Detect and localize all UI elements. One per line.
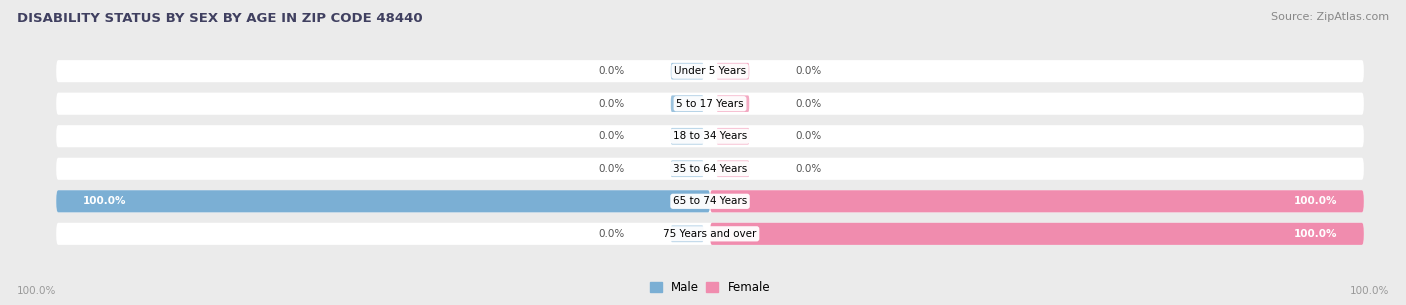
Text: 65 to 74 Years: 65 to 74 Years: [673, 196, 747, 206]
FancyBboxPatch shape: [717, 63, 749, 80]
Text: DISABILITY STATUS BY SEX BY AGE IN ZIP CODE 48440: DISABILITY STATUS BY SEX BY AGE IN ZIP C…: [17, 12, 422, 25]
FancyBboxPatch shape: [56, 190, 1364, 212]
Text: 0.0%: 0.0%: [599, 99, 626, 109]
FancyBboxPatch shape: [710, 190, 1364, 212]
Legend: Male, Female: Male, Female: [645, 276, 775, 299]
Text: 0.0%: 0.0%: [794, 66, 821, 76]
Text: 100.0%: 100.0%: [1294, 229, 1337, 239]
Text: 0.0%: 0.0%: [794, 131, 821, 141]
FancyBboxPatch shape: [56, 158, 1364, 180]
Text: Under 5 Years: Under 5 Years: [673, 66, 747, 76]
FancyBboxPatch shape: [671, 225, 703, 242]
FancyBboxPatch shape: [671, 193, 703, 210]
Text: 0.0%: 0.0%: [599, 131, 626, 141]
Text: 0.0%: 0.0%: [599, 66, 626, 76]
Text: 0.0%: 0.0%: [794, 164, 821, 174]
Text: 35 to 64 Years: 35 to 64 Years: [673, 164, 747, 174]
FancyBboxPatch shape: [56, 93, 1364, 115]
Text: 100.0%: 100.0%: [1350, 286, 1389, 296]
FancyBboxPatch shape: [56, 125, 1364, 147]
Text: 100.0%: 100.0%: [83, 196, 127, 206]
FancyBboxPatch shape: [717, 95, 749, 112]
FancyBboxPatch shape: [710, 223, 1364, 245]
Text: 18 to 34 Years: 18 to 34 Years: [673, 131, 747, 141]
Text: 5 to 17 Years: 5 to 17 Years: [676, 99, 744, 109]
Text: 100.0%: 100.0%: [1294, 196, 1337, 206]
FancyBboxPatch shape: [56, 190, 710, 212]
Text: 100.0%: 100.0%: [17, 286, 56, 296]
Text: Source: ZipAtlas.com: Source: ZipAtlas.com: [1271, 12, 1389, 22]
FancyBboxPatch shape: [671, 95, 703, 112]
FancyBboxPatch shape: [717, 225, 749, 242]
FancyBboxPatch shape: [56, 223, 1364, 245]
Text: 75 Years and over: 75 Years and over: [664, 229, 756, 239]
FancyBboxPatch shape: [717, 193, 749, 210]
FancyBboxPatch shape: [717, 128, 749, 145]
Text: 0.0%: 0.0%: [599, 229, 626, 239]
FancyBboxPatch shape: [671, 128, 703, 145]
FancyBboxPatch shape: [671, 63, 703, 80]
FancyBboxPatch shape: [56, 60, 1364, 82]
Text: 0.0%: 0.0%: [599, 164, 626, 174]
Text: 0.0%: 0.0%: [794, 99, 821, 109]
FancyBboxPatch shape: [671, 160, 703, 177]
FancyBboxPatch shape: [717, 160, 749, 177]
